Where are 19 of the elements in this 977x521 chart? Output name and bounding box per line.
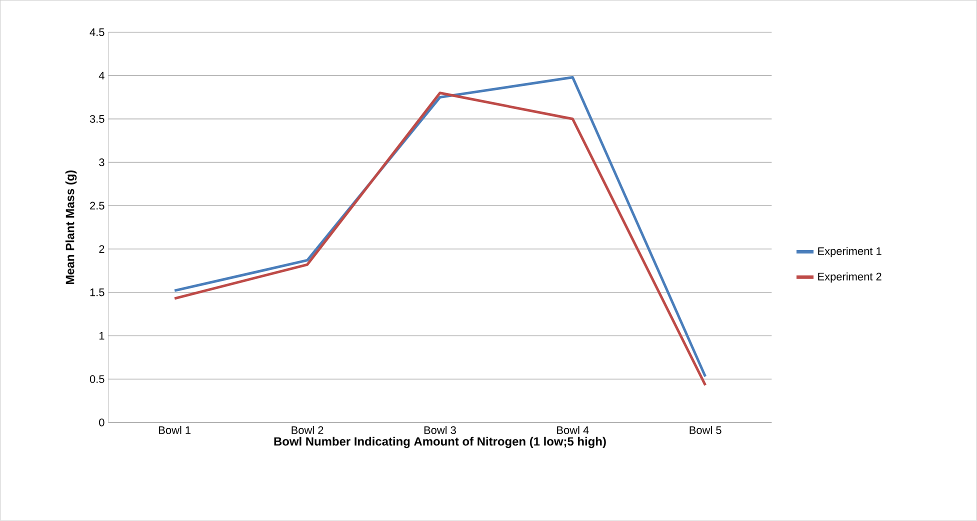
x-tick-label: Bowl 1 (159, 426, 191, 434)
x-tick-label: Bowl 5 (690, 426, 722, 434)
y-tick-label: 0 (99, 418, 104, 426)
legend-label: Experiment 1 (818, 247, 882, 258)
y-tick-label: 4.5 (90, 28, 104, 36)
y-tick-label: 3.5 (90, 115, 104, 123)
y-axis-title: Mean Plant Mass (g) (65, 170, 77, 284)
y-tick-label: 1 (99, 332, 104, 340)
x-tick-label: Bowl 4 (557, 426, 589, 434)
y-tick-label: 0.5 (90, 375, 104, 384)
y-tick-label: 3 (99, 158, 104, 166)
y-tick-label: 4 (98, 72, 104, 80)
x-tick-label: Bowl 3 (424, 426, 456, 434)
y-tick-label: 1.5 (90, 288, 104, 296)
x-axis-title: Bowl Number Indicating Amount of Nitrogen (1 low;5 high) (274, 437, 606, 448)
x-tick-label: Bowl 2 (292, 426, 324, 434)
legend-label: Experiment 2 (818, 272, 882, 283)
y-tick-label: 2.5 (90, 202, 104, 210)
y-tick-label: 2 (99, 245, 104, 253)
